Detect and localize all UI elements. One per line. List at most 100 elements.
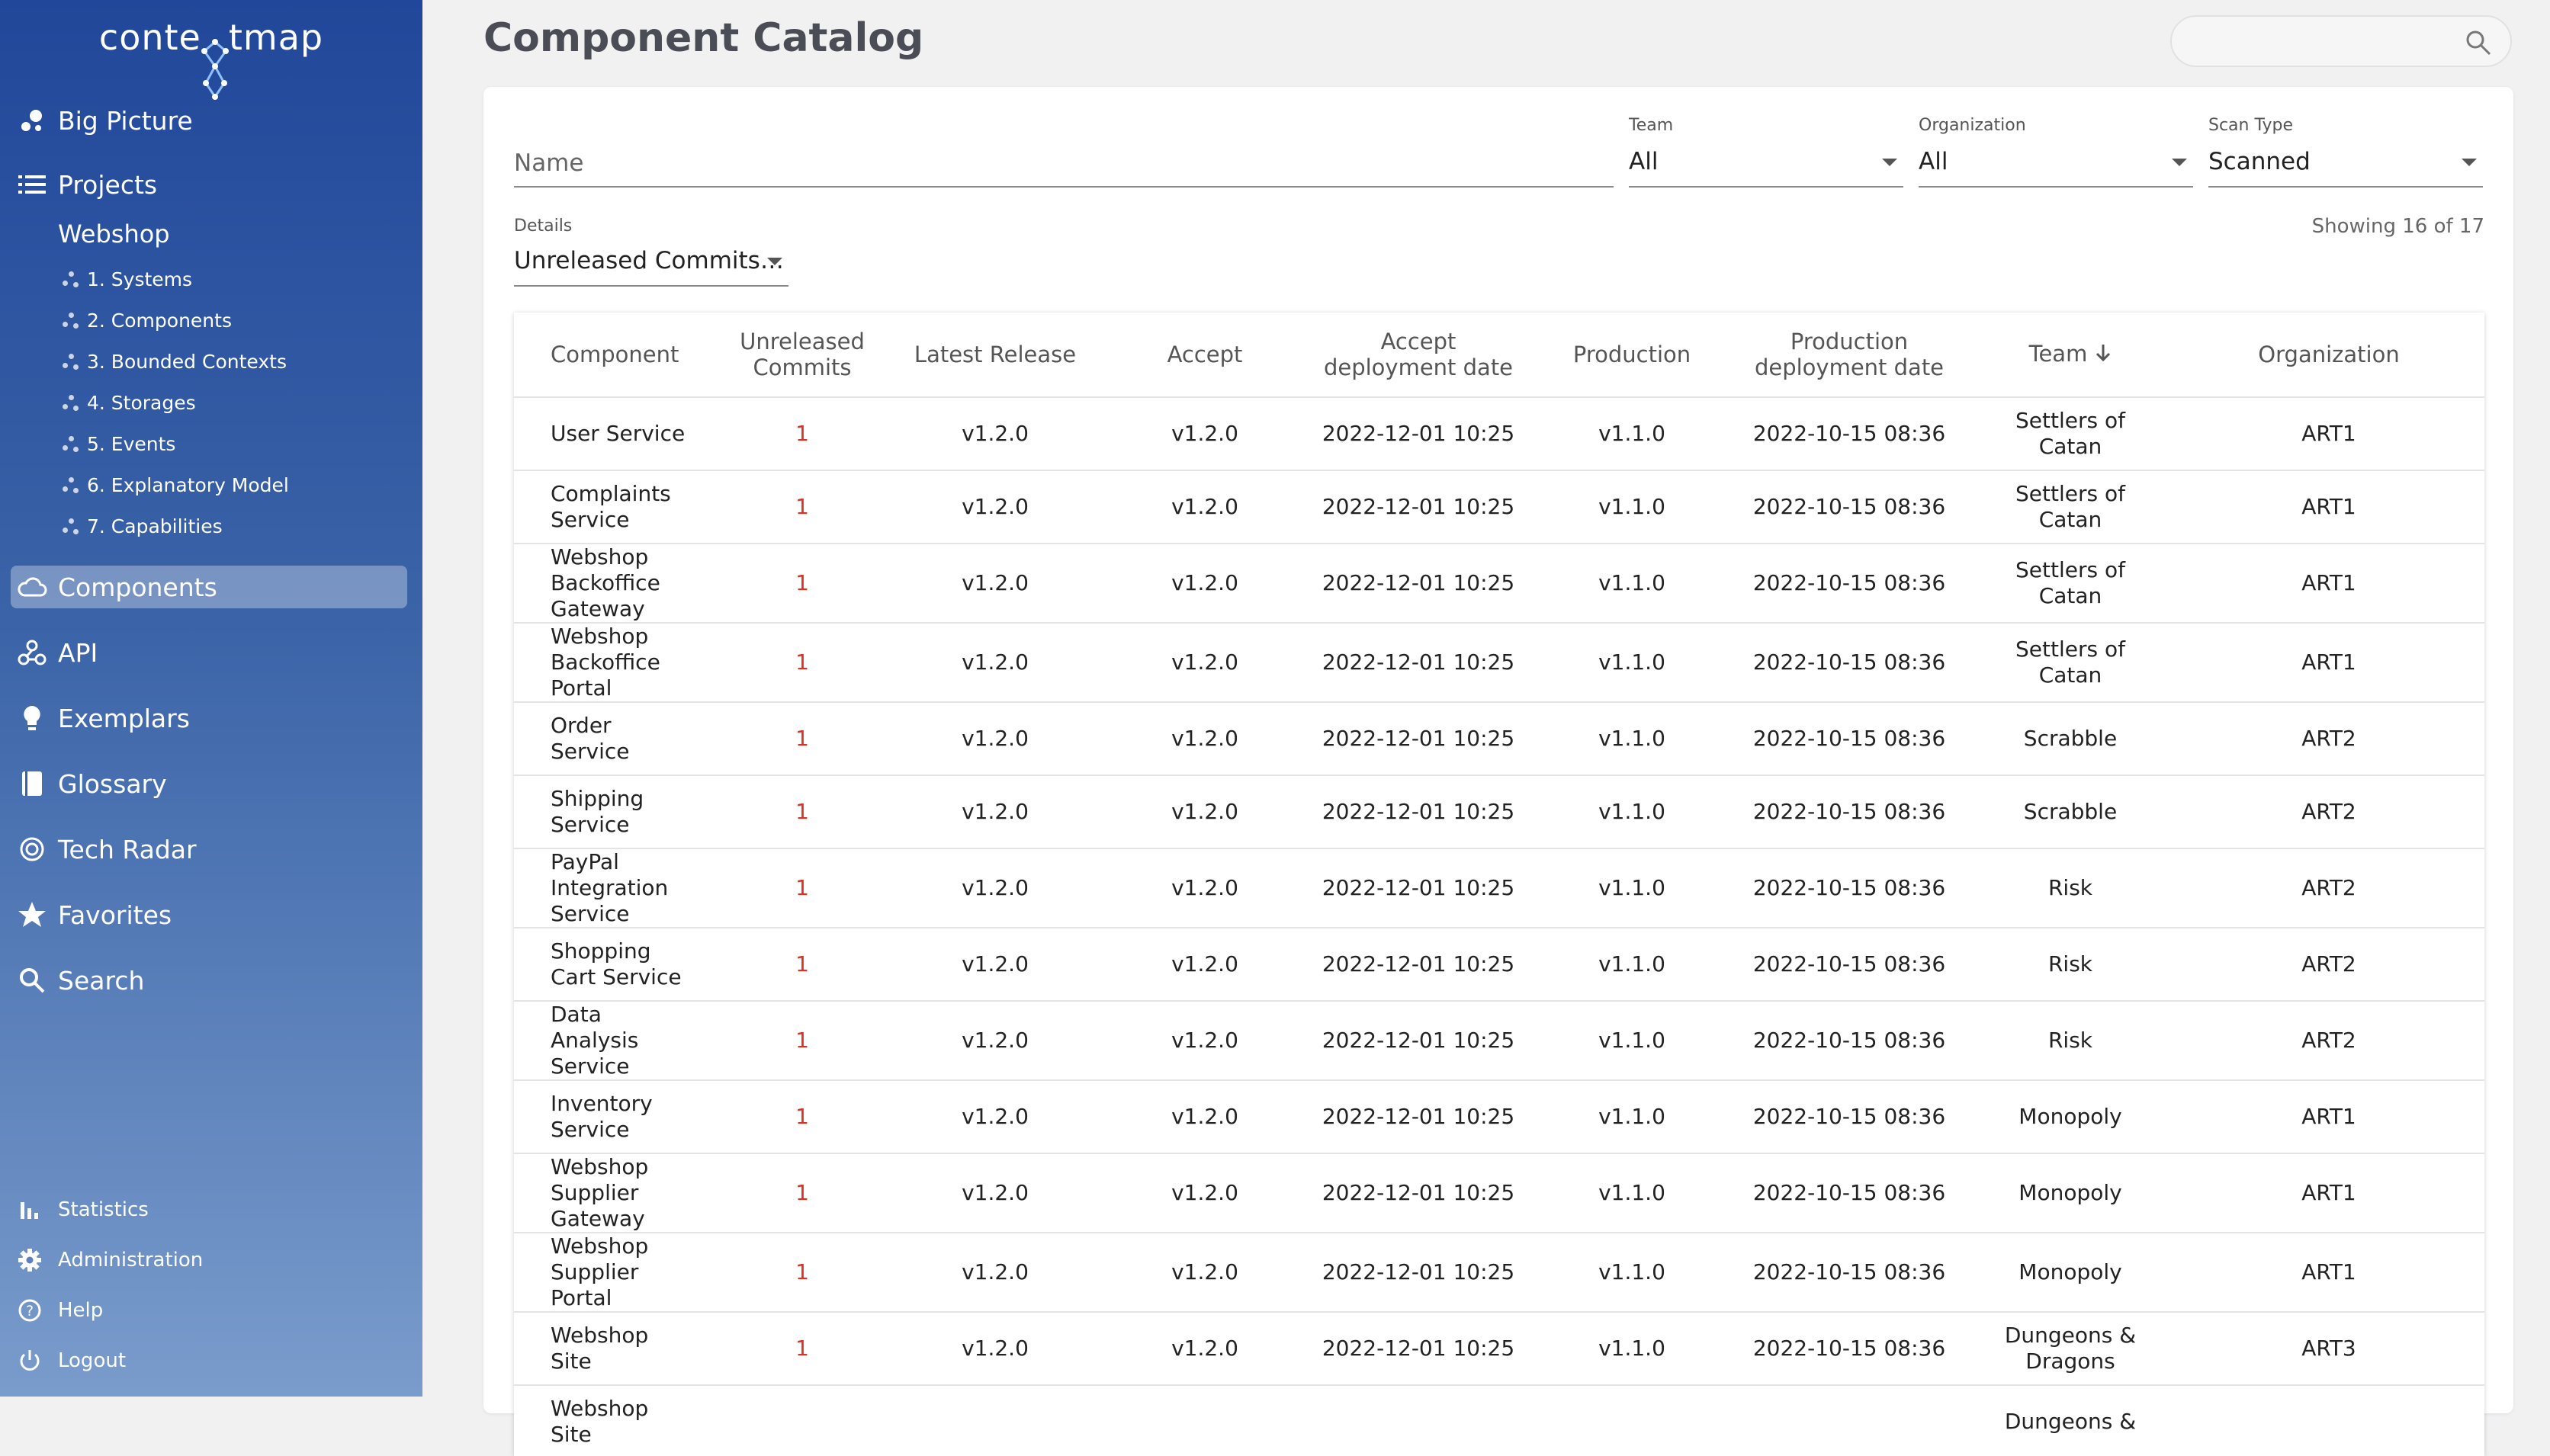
name-filter[interactable] [514,140,1614,188]
help-icon: ? [17,1297,43,1323]
cell-component[interactable]: Webshop Site [514,1312,720,1386]
app-logo[interactable]: conte tmap [0,17,422,100]
sub-item-label: 6. Explanatory Model [87,474,289,496]
sub-item-components[interactable]: 2. Components [61,309,232,332]
table-row[interactable]: Webshop Backoffice Gateway 1 v1.2.0 v1.2.0 2… [514,544,2484,624]
col-production-deployment-date[interactable]: Production deployment date [1731,313,1967,398]
nav-administration-label: Administration [58,1249,204,1272]
col-organization[interactable]: Organization [2173,313,2484,398]
sub-item-storages[interactable]: 4. Storages [61,392,196,414]
nav-statistics[interactable]: Statistics [17,1197,149,1223]
page-title: Component Catalog [483,15,924,61]
cell-accept-date: 2022-12-01 10:25 [1304,470,1533,544]
cell-component[interactable]: Data Analysis Service [514,1001,720,1081]
cell-component[interactable]: Webshop Supplier Gateway [514,1153,720,1233]
cell-component[interactable]: Order Service [514,702,720,776]
nav-help[interactable]: ? Help [17,1297,103,1323]
cell-component[interactable]: Shopping Cart Service [514,928,720,1002]
col-component[interactable]: Component [514,313,720,398]
cell-component[interactable]: User Service [514,397,720,471]
cell-production: v1.1.0 [1533,1080,1731,1154]
cell-accept: v1.2.0 [1106,775,1304,849]
nav-tech-radar[interactable]: Tech Radar [17,834,197,864]
cell-component[interactable]: Shipping Service [514,775,720,849]
cell-component[interactable]: PayPal Integration Service [514,848,720,928]
team-select[interactable]: Team All [1629,116,1903,188]
nav-components[interactable]: Components [11,566,407,608]
col-accept[interactable]: Accept [1106,313,1304,398]
nav-search[interactable]: Search [17,965,144,996]
book-icon [17,768,47,799]
global-search-input[interactable] [2190,17,2452,64]
col-accept-deployment-date[interactable]: Accept deployment date [1304,313,1533,398]
cell-latest: v1.2.0 [885,544,1106,624]
sub-item-events[interactable]: 5. Events [61,433,175,455]
nav-projects[interactable]: Projects [17,169,157,200]
table-row[interactable]: Webshop Site 1 v1.2.0 v1.2.0 2022-12-01 10:2… [514,1312,2484,1386]
col-latest-release[interactable]: Latest Release [885,313,1106,398]
nav-search-label: Search [58,965,145,996]
cell-component[interactable]: Webshop Backoffice Portal [514,623,720,703]
table-row[interactable]: User Service 1 v1.2.0 v1.2.0 2022-12-01 10:2… [514,397,2484,471]
cell-production: v1.1.0 [1533,1153,1731,1233]
cell-accept-date: 2022-12-01 10:25 [1304,1312,1533,1386]
nav-big-picture[interactable]: Big Picture [17,105,193,136]
cell-component[interactable]: Webshop Site [514,1385,720,1456]
cell-production [1533,1385,1731,1456]
cell-component[interactable]: Webshop Backoffice Gateway [514,544,720,624]
logo-text-right: tmap [228,17,324,58]
organization-select[interactable]: Organization All [1919,116,2193,188]
col-production[interactable]: Production [1533,313,1731,398]
sub-item-capabilities[interactable]: 7. Capabilities [61,515,223,537]
scan-type-select[interactable]: Scan Type Scanned [2208,116,2483,188]
nav-favorites[interactable]: Favorites [17,900,172,930]
global-search[interactable] [2170,15,2512,67]
nav-exemplars[interactable]: Exemplars [17,703,190,733]
nav-glossary[interactable]: Glossary [17,768,167,799]
dots-icon [61,476,81,495]
cell-accept: v1.2.0 [1106,397,1304,471]
sub-item-systems[interactable]: 1. Systems [61,268,192,290]
table-row[interactable]: Shopping Cart Service 1 v1.2.0 v1.2.0 2022-1… [514,928,2484,1002]
nav-logout[interactable]: Logout [17,1348,126,1374]
sub-item-explanatory-model[interactable]: 6. Explanatory Model [61,474,289,496]
search-icon[interactable] [2465,29,2492,59]
cell-production: v1.1.0 [1533,848,1731,928]
table-row[interactable]: Webshop Site Dungeons & [514,1385,2484,1456]
table-row[interactable]: Shipping Service 1 v1.2.0 v1.2.0 2022-12-01 … [514,775,2484,849]
name-filter-input[interactable] [514,149,1614,177]
table-row[interactable]: PayPal Integration Service 1 v1.2.0 v1.2.0 2… [514,848,2484,928]
arrow-down-icon [2095,342,2112,368]
nav-administration[interactable]: Administration [17,1247,203,1273]
cell-team: Dungeons & Dragons [1967,1312,2173,1386]
cell-prod-date: 2022-10-15 08:36 [1731,1001,1967,1081]
col-unreleased-commits[interactable]: Unreleased Commits [720,313,885,398]
components-table: Component Unreleased Commits Latest Relea… [514,313,2484,1456]
table-row[interactable]: Data Analysis Service 1 v1.2.0 v1.2.0 2022-1… [514,1001,2484,1081]
table-row[interactable]: Order Service 1 v1.2.0 v1.2.0 2022-12-01 10:… [514,702,2484,776]
nav-api[interactable]: API [17,637,98,668]
cell-component[interactable]: Complaints Service [514,470,720,544]
table-row[interactable]: Webshop Backoffice Portal 1 v1.2.0 v1.2.0 20… [514,623,2484,703]
project-webshop[interactable]: Webshop [58,220,170,249]
sub-item-bounded-contexts[interactable]: 3. Bounded Contexts [61,351,287,373]
table-row[interactable]: Complaints Service 1 v1.2.0 v1.2.0 2022-12-0… [514,470,2484,544]
cell-production: v1.1.0 [1533,470,1731,544]
cell-latest: v1.2.0 [885,1153,1106,1233]
cell-latest: v1.2.0 [885,848,1106,928]
cell-prod-date: 2022-10-15 08:36 [1731,1080,1967,1154]
dots-icon [61,352,81,372]
cell-org: ART1 [2173,397,2484,471]
col-team[interactable]: Team [1967,313,2173,398]
details-select[interactable]: Details Unreleased Commits… [514,216,788,287]
cell-component[interactable]: Inventory Service [514,1080,720,1154]
table-row[interactable]: Webshop Supplier Gateway 1 v1.2.0 v1.2.0 202… [514,1153,2484,1233]
table-row[interactable]: Webshop Supplier Portal 1 v1.2.0 v1.2.0 2022… [514,1233,2484,1313]
details-select-value: Unreleased Commits… [514,247,784,274]
team-select-label: Team [1629,116,1674,135]
cell-component[interactable]: Webshop Supplier Portal [514,1233,720,1313]
webhook-icon [17,637,47,668]
cell-commits: 1 [720,1233,885,1313]
cell-org: ART1 [2173,544,2484,624]
table-row[interactable]: Inventory Service 1 v1.2.0 v1.2.0 2022-12-01… [514,1080,2484,1154]
